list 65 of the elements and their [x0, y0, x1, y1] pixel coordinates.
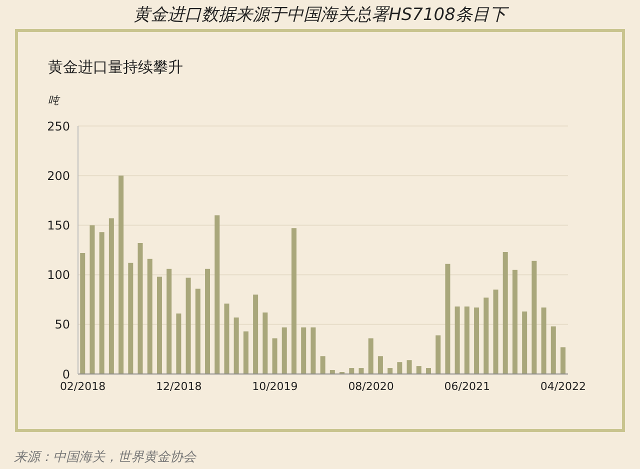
bar	[522, 312, 528, 374]
bar	[195, 288, 200, 374]
bar	[282, 327, 287, 374]
bar	[214, 215, 220, 374]
bar	[118, 176, 124, 374]
bar	[436, 335, 441, 374]
bar	[388, 368, 393, 374]
bar	[502, 252, 508, 374]
bar	[176, 313, 182, 374]
bar	[358, 368, 364, 374]
bar	[541, 308, 546, 374]
bar	[128, 262, 134, 374]
bar	[512, 270, 518, 374]
bar	[368, 338, 374, 374]
bar	[310, 327, 316, 374]
bar	[243, 331, 248, 374]
bar	[320, 356, 326, 374]
y-tick-label: 200	[47, 168, 70, 183]
x-tick-label: 12/2018	[156, 380, 202, 393]
y-tick-label: 100	[47, 268, 70, 282]
bar	[454, 306, 460, 374]
bar	[406, 360, 412, 374]
bar	[464, 306, 470, 374]
bar	[99, 232, 104, 374]
x-tick-label: 10/2019	[252, 380, 298, 393]
bar	[138, 243, 143, 374]
y-tick-label: 150	[47, 218, 70, 232]
chart-title: 黄金进口数据来源于中国海关总署HS7108条目下	[132, 4, 510, 26]
bar	[262, 312, 268, 374]
bar	[301, 327, 306, 374]
y-tick-label: 250	[47, 119, 70, 134]
bar	[90, 225, 95, 374]
bar	[560, 347, 566, 374]
bar	[80, 252, 86, 374]
chart-subtitle: 黄金进口量持续攀升	[48, 58, 183, 77]
bar	[493, 290, 498, 374]
x-tick-label: 04/2022	[540, 380, 586, 393]
x-tick-label: 02/2018	[60, 380, 106, 393]
bar	[484, 298, 489, 374]
y-axis-title: 吨	[48, 93, 59, 108]
bar	[272, 338, 278, 374]
bar	[166, 268, 172, 374]
bar	[426, 368, 431, 374]
bar	[291, 228, 296, 374]
bar	[349, 368, 354, 374]
bar	[474, 308, 480, 374]
bar	[253, 294, 258, 374]
bar	[532, 260, 537, 374]
x-tick-label: 06/2021	[444, 380, 490, 393]
y-tick-label: 50	[54, 318, 70, 332]
bar	[156, 276, 162, 374]
bar	[234, 317, 239, 374]
bar	[186, 278, 191, 374]
x-tick-label: 08/2020	[348, 380, 394, 393]
bar	[378, 356, 383, 374]
bar	[550, 326, 556, 374]
bar	[224, 304, 230, 374]
bar	[445, 264, 450, 374]
source-note: 来源：中国海关，世界黄金协会	[14, 449, 196, 466]
bar	[147, 258, 152, 374]
bar	[416, 366, 422, 374]
bar	[108, 218, 114, 374]
bar	[397, 362, 402, 374]
y-tick-label: 0	[62, 367, 70, 382]
bar	[205, 268, 210, 374]
